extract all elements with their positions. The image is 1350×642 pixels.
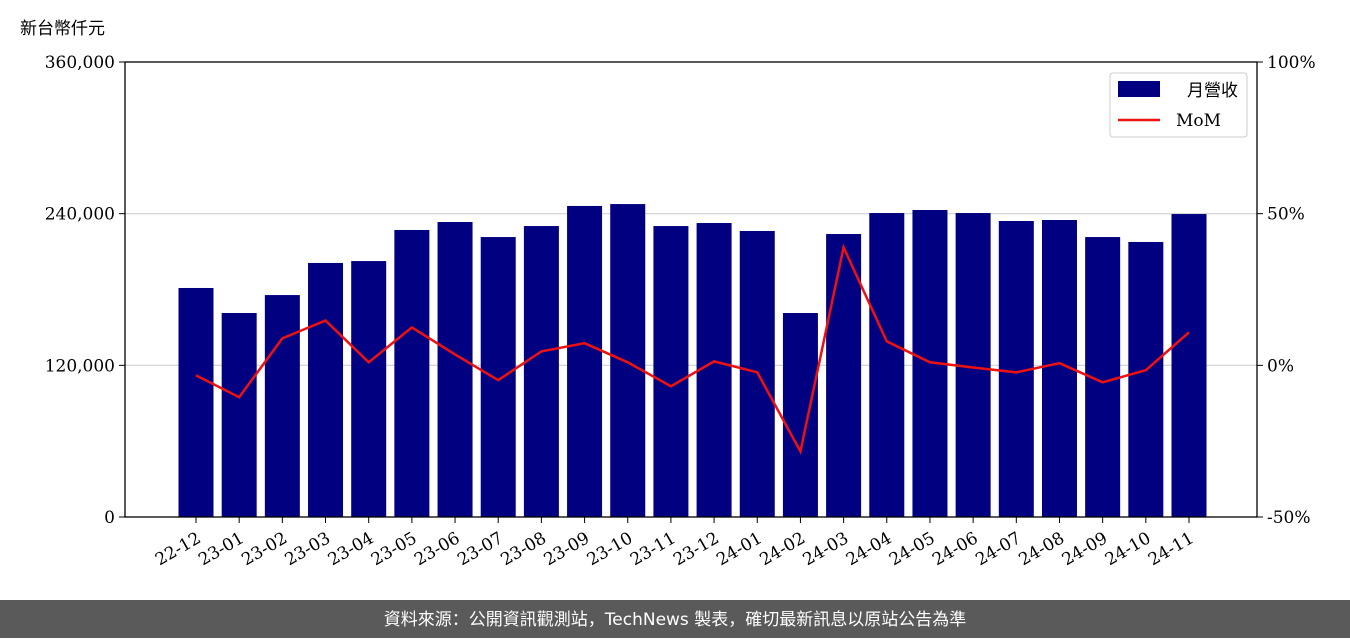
x-tick-label: 23-02 <box>238 528 290 570</box>
y2-tick-label: 50% <box>1267 205 1305 225</box>
y-tick-label: 360,000 <box>45 53 115 73</box>
bar <box>437 222 473 517</box>
bar <box>869 213 905 517</box>
bar <box>221 313 257 517</box>
x-tick-label: 23-05 <box>368 528 420 570</box>
x-tick-label: 24-08 <box>1016 528 1068 570</box>
bar <box>523 226 559 517</box>
bar <box>1171 214 1207 517</box>
bar <box>308 262 344 517</box>
x-tick-label: 23-07 <box>454 528 506 570</box>
y2-tick-label: -50% <box>1267 508 1311 528</box>
footer-band <box>0 600 1350 638</box>
x-tick-label: 24-07 <box>972 528 1024 570</box>
x-tick-label: 23-12 <box>670 528 722 570</box>
bar <box>567 205 603 517</box>
x-tick-label: 24-09 <box>1059 528 1111 570</box>
y-tick-label: 0 <box>104 508 115 528</box>
legend-swatch <box>1118 81 1160 97</box>
plot-frame <box>124 61 1258 518</box>
bar <box>1128 241 1164 517</box>
bar <box>264 295 300 517</box>
x-tick-label: 23-11 <box>627 528 679 570</box>
y-tick-label: 240,000 <box>45 205 115 225</box>
y-axis-label: 新台幣仟元 <box>20 19 105 39</box>
bar <box>653 226 689 517</box>
bar <box>351 261 387 517</box>
x-tick-label: 23-09 <box>541 528 593 570</box>
x-tick-label: 24-03 <box>800 528 852 570</box>
bar <box>394 229 430 518</box>
x-tick-label: 23-06 <box>411 528 463 570</box>
y2-tick-label: 100% <box>1267 53 1316 73</box>
x-tick-label: 24-02 <box>756 528 808 570</box>
x-tick-label: 24-10 <box>1102 528 1154 570</box>
legend-label: MoM <box>1176 111 1221 131</box>
bar <box>826 234 862 518</box>
bar <box>696 223 732 517</box>
x-tick-label: 23-08 <box>497 528 549 570</box>
bar <box>610 204 646 518</box>
x-tick-label: 24-11 <box>1145 528 1197 570</box>
x-tick-label: 23-10 <box>584 528 636 570</box>
legend-label: 月營收 <box>1187 81 1238 101</box>
x-tick-label: 24-06 <box>929 528 981 570</box>
x-tick-label: 24-04 <box>843 528 895 570</box>
footer: 資料來源：公開資訊觀測站，TechNews 製表，確切最新訊息以原站公告為準 <box>384 610 966 630</box>
bar <box>480 237 516 517</box>
y-tick-label: 120,000 <box>45 356 115 376</box>
x-tick-label: 23-03 <box>282 528 334 570</box>
line <box>195 243 1190 456</box>
x-tick-label: 24-01 <box>713 528 765 570</box>
x-tick-label: 23-01 <box>195 528 247 570</box>
bar <box>178 287 214 517</box>
x-tick-label: 22-12 <box>152 528 204 570</box>
x-tick-label: 23-04 <box>325 528 377 570</box>
y2-tick-label: 0% <box>1267 356 1294 376</box>
x-tick-label: 24-05 <box>886 528 938 570</box>
bar <box>782 313 818 517</box>
